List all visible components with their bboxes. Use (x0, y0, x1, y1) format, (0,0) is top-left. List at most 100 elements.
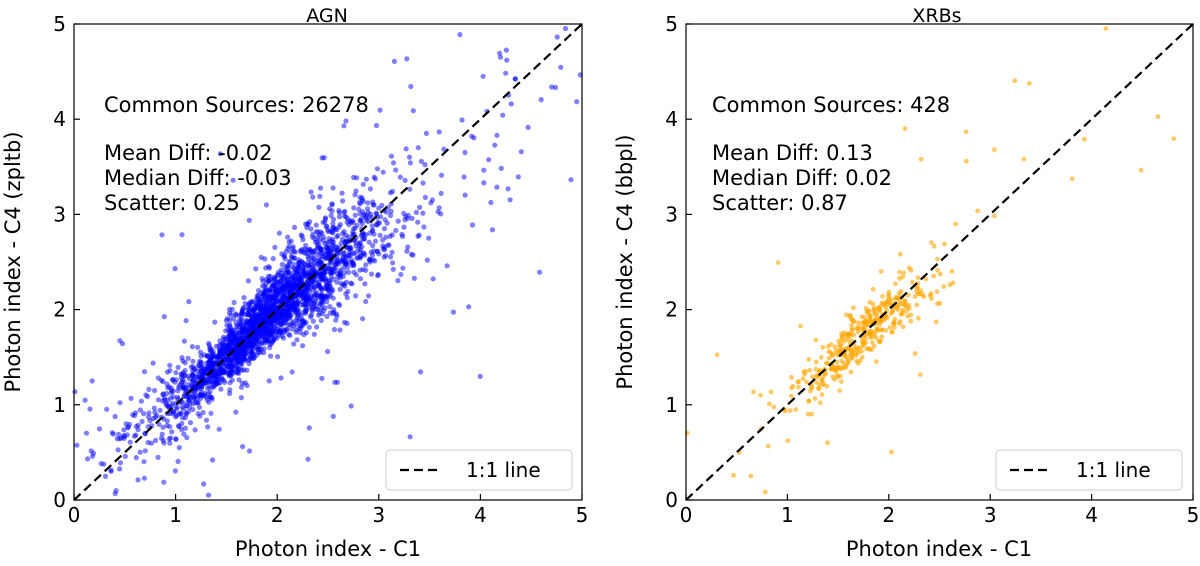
agn-data-point (344, 320, 350, 326)
agn-data-point (308, 189, 314, 195)
agn-data-point (343, 261, 349, 267)
agn-data-point (213, 343, 219, 349)
agn-data-point (223, 328, 229, 334)
agn-data-point (314, 324, 320, 330)
agn-data-point (352, 212, 358, 218)
agn-data-point (444, 263, 450, 269)
agn-data-point (380, 237, 386, 243)
agn-data-point (226, 344, 232, 350)
agn-data-point (135, 427, 141, 433)
agn-data-point (322, 219, 328, 225)
agn-data-point (234, 355, 240, 361)
agn-data-point (357, 253, 364, 259)
agn-data-point (438, 172, 445, 178)
xrb-data-point (798, 323, 803, 329)
xrb-data-point (834, 359, 840, 365)
agn-legend-label: 1:1 line (466, 458, 541, 482)
agn-data-point (538, 97, 544, 103)
agn-data-point (518, 149, 524, 155)
agn-data-point (283, 248, 289, 255)
agn-data-point (255, 293, 261, 299)
xrb-data-point (870, 301, 876, 307)
agn-data-point (262, 256, 268, 262)
xrb-data-point (886, 294, 891, 299)
agn-data-point (261, 350, 267, 356)
agn-data-point (368, 271, 375, 277)
xrb-data-point (855, 320, 861, 326)
agn-data-point (230, 177, 236, 183)
agn-data-point (310, 231, 316, 237)
agn-data-point (322, 270, 328, 276)
xrb-data-point (816, 386, 822, 392)
xrb-data-point (849, 326, 855, 332)
xrb-mean-diff: Mean Diff: 0.13 (712, 141, 873, 165)
agn-data-point (377, 232, 383, 238)
agn-data-point (274, 319, 281, 325)
xrb-data-point (897, 269, 903, 275)
xrb-data-point (787, 408, 793, 413)
agn-data-point (160, 437, 166, 443)
agn-data-point (183, 318, 189, 324)
agn-data-point (192, 427, 198, 433)
agn-data-point (287, 332, 293, 338)
agn-data-point (372, 176, 378, 182)
agn-data-point (155, 454, 161, 460)
agn-data-point (334, 227, 340, 233)
xrb-data-point (915, 285, 921, 290)
xrb-data-point (883, 327, 889, 333)
agn-data-point (161, 479, 167, 485)
xrb-data-point (902, 126, 908, 131)
xrb-y-tick-label: 0 (665, 488, 678, 512)
agn-data-point (181, 379, 187, 385)
agn-data-point (316, 260, 322, 266)
agn-data-point (216, 426, 222, 432)
agn-data-point (423, 130, 429, 136)
agn-data-point (197, 349, 204, 355)
agn-data-point (197, 358, 203, 364)
xrb-data-point (1171, 136, 1177, 142)
agn-data-point (267, 344, 273, 351)
agn-data-point (196, 392, 203, 398)
xrb-data-point (903, 302, 908, 308)
agn-data-point (303, 242, 309, 249)
xrb-data-point (785, 438, 790, 444)
xrb-data-point (1155, 114, 1161, 120)
xrb-ticks: 0 1 2 3 4 5 0 1 2 3 4 5 (665, 12, 1199, 527)
agn-data-point (489, 227, 496, 233)
agn-data-point (318, 229, 324, 235)
agn-data-point (438, 211, 444, 217)
agn-data-point (308, 264, 314, 270)
agn-data-point (239, 367, 245, 373)
xrb-data-point (805, 411, 811, 417)
xrb-x-tick-label: 0 (680, 503, 693, 527)
xrb-data-point (810, 374, 815, 380)
xrb-data-point (870, 340, 875, 345)
xrb-data-point (935, 267, 940, 273)
agn-data-point (334, 313, 340, 319)
xrb-legend-label: 1:1 line (1076, 458, 1151, 482)
agn-data-point (175, 458, 181, 464)
xrb-data-point (751, 389, 756, 395)
xrb-data-point (884, 315, 890, 320)
agn-data-point (190, 406, 196, 413)
xrb-data-point (790, 383, 796, 389)
xrb-x-tick-label: 1 (781, 503, 794, 527)
agn-data-point (201, 352, 207, 358)
xrb-x-axis-title: Photon index - C1 (846, 537, 1032, 561)
xrb-data-point (788, 393, 794, 399)
xrb-data-point (851, 305, 856, 311)
xrb-points (684, 26, 1177, 495)
agn-data-point (229, 357, 235, 363)
agn-data-point (441, 146, 447, 152)
agn-data-point (313, 222, 319, 228)
agn-data-point (405, 244, 411, 250)
agn-data-point (480, 73, 486, 79)
agn-data-point (181, 393, 187, 399)
agn-data-point (137, 407, 143, 413)
agn-data-point (500, 112, 506, 118)
agn-data-point (339, 190, 345, 196)
agn-data-point (115, 447, 121, 453)
agn-data-point (146, 414, 152, 420)
agn-data-point (244, 367, 250, 373)
agn-data-point (328, 274, 334, 280)
